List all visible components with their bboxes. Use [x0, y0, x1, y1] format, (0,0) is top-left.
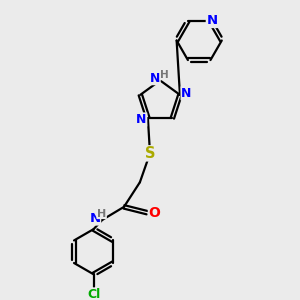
Text: N: N: [206, 14, 218, 28]
Text: N: N: [89, 212, 100, 225]
Text: Cl: Cl: [87, 288, 100, 300]
Text: H: H: [160, 70, 169, 80]
Text: N: N: [181, 87, 191, 100]
Text: O: O: [148, 206, 160, 220]
Text: N: N: [150, 72, 160, 85]
Text: N: N: [136, 113, 147, 126]
Text: S: S: [145, 146, 156, 161]
Text: H: H: [97, 208, 106, 218]
